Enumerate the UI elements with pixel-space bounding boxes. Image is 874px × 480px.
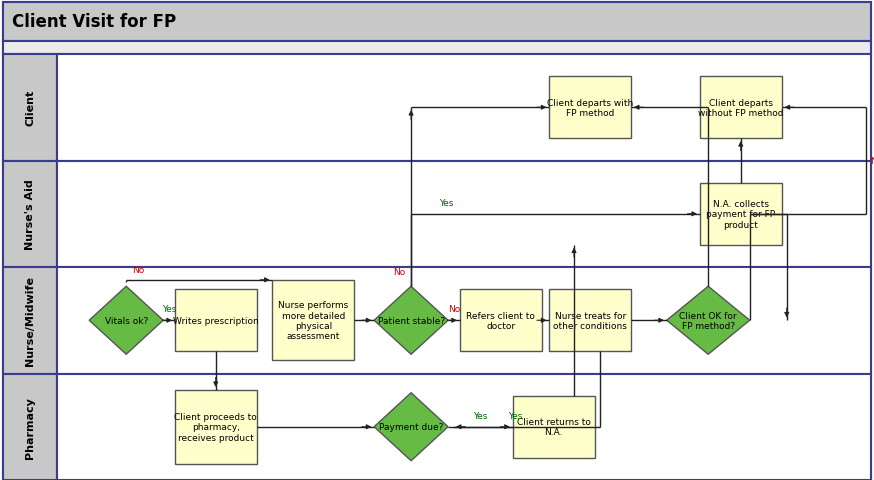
Text: Nurse/Midwife: Nurse/Midwife <box>25 276 35 365</box>
Text: Client departs
without FP method: Client departs without FP method <box>698 98 783 118</box>
Text: Yes: Yes <box>162 305 177 313</box>
Bar <box>57 267 871 374</box>
Bar <box>700 183 781 245</box>
Text: Patient stable?: Patient stable? <box>378 316 445 325</box>
Text: No: No <box>447 305 460 313</box>
Text: Client: Client <box>25 90 35 126</box>
Text: Client returns to
N.A.: Client returns to N.A. <box>517 417 591 436</box>
Polygon shape <box>374 287 448 355</box>
Text: Nurse performs
more detailed
physical
assessment: Nurse performs more detailed physical as… <box>278 300 349 341</box>
Bar <box>273 281 355 360</box>
Bar <box>3 55 57 161</box>
Text: Pharmacy: Pharmacy <box>25 396 35 458</box>
Text: No: No <box>392 267 405 276</box>
Text: Yes: Yes <box>439 198 454 207</box>
Bar <box>549 77 631 139</box>
Bar <box>512 396 594 458</box>
Bar <box>3 267 57 374</box>
Text: Nurse's Aid: Nurse's Aid <box>25 179 35 250</box>
Text: Writes prescription: Writes prescription <box>173 316 259 325</box>
Text: Client proceeds to
pharmacy,
receives product: Client proceeds to pharmacy, receives pr… <box>174 412 257 442</box>
Text: No: No <box>870 156 874 166</box>
Polygon shape <box>374 393 448 461</box>
Text: Yes: Yes <box>473 411 488 420</box>
Bar <box>57 374 871 480</box>
Text: Client departs with
FP method: Client departs with FP method <box>547 98 634 118</box>
Text: No: No <box>132 265 144 274</box>
Bar <box>57 161 871 267</box>
Polygon shape <box>667 287 750 355</box>
Bar <box>57 55 871 161</box>
Bar <box>3 3 871 42</box>
Polygon shape <box>89 287 163 355</box>
Bar <box>3 161 57 267</box>
Bar <box>175 289 257 351</box>
Text: Vitals ok?: Vitals ok? <box>105 316 148 325</box>
Text: Nurse treats for
other conditions: Nurse treats for other conditions <box>553 311 628 330</box>
Bar <box>700 77 781 139</box>
Bar <box>549 289 631 351</box>
Bar <box>3 374 57 480</box>
Text: Yes: Yes <box>509 411 523 420</box>
Text: Refers client to
doctor: Refers client to doctor <box>466 311 535 330</box>
Bar <box>175 390 257 464</box>
Text: N.A. collects
payment for FP
product: N.A. collects payment for FP product <box>706 199 775 229</box>
Text: Client Visit for FP: Client Visit for FP <box>12 13 177 31</box>
Bar <box>460 289 542 351</box>
Text: Client OK for
FP method?: Client OK for FP method? <box>679 311 737 330</box>
Bar <box>3 42 871 55</box>
Text: Payment due?: Payment due? <box>379 422 443 432</box>
